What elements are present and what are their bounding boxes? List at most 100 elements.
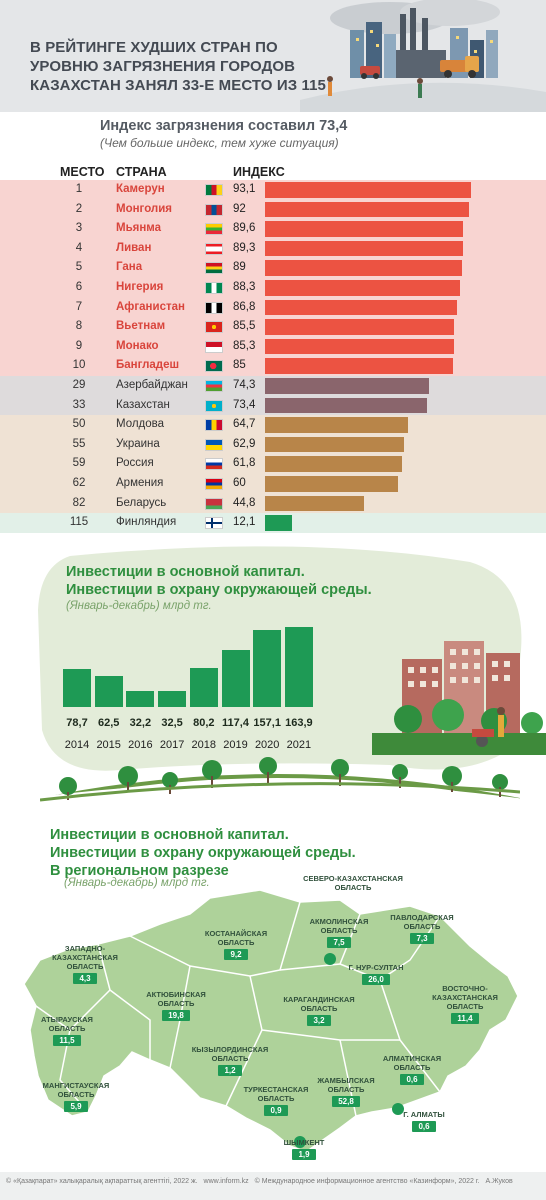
row-country: Россия <box>116 457 154 470</box>
region-label: Жамбылская область 52,8 <box>308 1076 384 1107</box>
armenia-flag-icon <box>205 478 223 490</box>
moldova-flag-icon <box>205 419 223 432</box>
region-label: г. Нур-Султан 26,0 <box>336 963 416 985</box>
row-bar <box>265 221 463 237</box>
investment-value-label: 80,2 <box>193 717 215 729</box>
row-place: 29 <box>72 379 86 391</box>
row-country: Финляндия <box>116 516 177 529</box>
regional-title-line2: Инвестиции в охрану окружающей среды. <box>50 845 356 861</box>
row-place: 50 <box>72 418 86 431</box>
region-value: 52,8 <box>332 1096 360 1107</box>
investment-value-label: 62,5 <box>97 717 120 729</box>
row-bar <box>265 201 469 218</box>
row-place: 7 <box>75 300 83 313</box>
pollution-note: (Чем больше индекс, тем хуже ситуация) <box>100 136 339 150</box>
region-name: Туркестанская область <box>243 1085 309 1103</box>
russia-flag-icon <box>205 458 223 471</box>
row-country: Монголия <box>116 202 173 215</box>
row-place: 10 <box>72 359 86 372</box>
region-name: Западно-Казахстанская область <box>52 944 118 971</box>
row-bar <box>265 260 462 276</box>
investment-title-line2: Инвестиции в охрану окружающей среды. <box>66 582 372 598</box>
row-place: 9 <box>75 339 83 352</box>
row-country: Бангладеш <box>116 359 180 372</box>
row-value: 60 <box>233 477 246 489</box>
col-country: СТРАНА <box>116 165 167 179</box>
table-row: 4 Ливан 89,3 <box>0 238 546 259</box>
nigeria-flag-icon <box>205 282 223 294</box>
row-bar <box>265 456 402 472</box>
row-bar <box>265 476 398 492</box>
footer-author: А.Жуков <box>485 1178 513 1185</box>
row-bar <box>265 280 460 296</box>
region-value: 26,0 <box>362 974 390 985</box>
investment-bar <box>126 691 155 707</box>
region-name: г. Нур-Султан <box>348 963 404 972</box>
investment-value-label: 78,7 <box>66 717 88 729</box>
investment-bar <box>253 630 282 707</box>
footer-left: © «Қазақпарат» халықаралық ақпараттық аг… <box>6 1178 198 1185</box>
row-value: 92 <box>233 202 246 215</box>
row-value: 89,3 <box>233 241 256 254</box>
table-row: 10 Бангладеш 85 <box>0 356 546 376</box>
mongolia-flag-icon <box>205 203 223 216</box>
region-value: 0,9 <box>264 1105 288 1116</box>
region-name: Атырауская область <box>41 1015 93 1033</box>
table-row: 2 Монголия 92 <box>0 199 546 220</box>
investment-year-label: 2021 <box>286 739 312 751</box>
row-country: Ливан <box>116 241 152 254</box>
row-value: 73,4 <box>233 398 256 411</box>
region-name: Кызылординская область <box>191 1045 269 1063</box>
row-country: Молдова <box>116 418 165 431</box>
row-place: 5 <box>75 261 83 274</box>
region-name: Жамбылская область <box>317 1076 375 1094</box>
region-value: 4,3 <box>73 973 97 984</box>
investment-value-label: 117,4 <box>222 717 249 729</box>
row-bar <box>265 338 454 355</box>
region-name: Костанайская область <box>204 929 268 947</box>
table-row: 8 Вьетнам 85,5 <box>0 317 546 337</box>
investment-year-label: 2017 <box>159 739 185 751</box>
table-row: 33 Казахстан 73,4 <box>0 395 546 416</box>
investment-bar <box>63 669 91 707</box>
table-row: 3 Мьянма 89,6 <box>0 219 546 239</box>
investment-value-label: 32,5 <box>161 717 183 729</box>
table-row: 9 Монако 85,3 <box>0 336 546 357</box>
footer-site[interactable]: www.inform.kz <box>203 1178 249 1185</box>
investment-value-label: 163,9 <box>285 717 313 729</box>
kazakhstan-flag-icon <box>205 399 223 412</box>
region-name: Павлодарская область <box>390 913 454 931</box>
region-label: Алматинская область 0,6 <box>370 1054 454 1085</box>
lebanon-flag-icon <box>205 242 223 255</box>
row-country: Гана <box>116 261 143 274</box>
row-place: 62 <box>72 477 86 489</box>
investment-value-label: 32,2 <box>129 717 152 729</box>
region-name: Карагандинская область <box>283 995 355 1013</box>
trees-row-illustration <box>40 757 520 802</box>
region-value: 0,6 <box>400 1074 424 1085</box>
regional-title-line3: В региональном разрезе <box>50 863 229 879</box>
investment-value-label: 157,1 <box>253 717 281 729</box>
row-country: Азербайджан <box>116 379 188 391</box>
region-label: Мангистауская область 5,9 <box>30 1081 122 1112</box>
page-title: В рейтинге худших стран по уровню загряз… <box>30 39 326 94</box>
row-value: 89,6 <box>233 222 256 235</box>
footer-right: © Международное информационное агентство… <box>254 1178 480 1185</box>
region-value: 9,2 <box>224 949 248 960</box>
row-bar <box>265 240 463 257</box>
region-label: Северо-Казахстанская область <box>298 874 408 892</box>
row-value: 61,8 <box>233 457 256 470</box>
cameroon-flag-icon <box>205 184 223 196</box>
col-index: ИНДЕКС <box>233 165 285 179</box>
investment-year-label: 2019 <box>223 739 248 751</box>
region-label: Актюбинская область 19,8 <box>140 990 212 1021</box>
row-bar <box>265 182 471 198</box>
investment-bar <box>221 650 250 707</box>
row-value: 93,1 <box>233 183 256 195</box>
region-value: 1,2 <box>218 1065 242 1076</box>
investment-title-line1: Инвестиции в основной капитал. <box>66 564 305 580</box>
almaty-marker <box>392 1103 404 1115</box>
row-country: Казахстан <box>116 398 170 411</box>
ghana-flag-icon <box>205 262 223 275</box>
investment-note: (Январь-декабрь) млрд тг. <box>66 600 212 612</box>
